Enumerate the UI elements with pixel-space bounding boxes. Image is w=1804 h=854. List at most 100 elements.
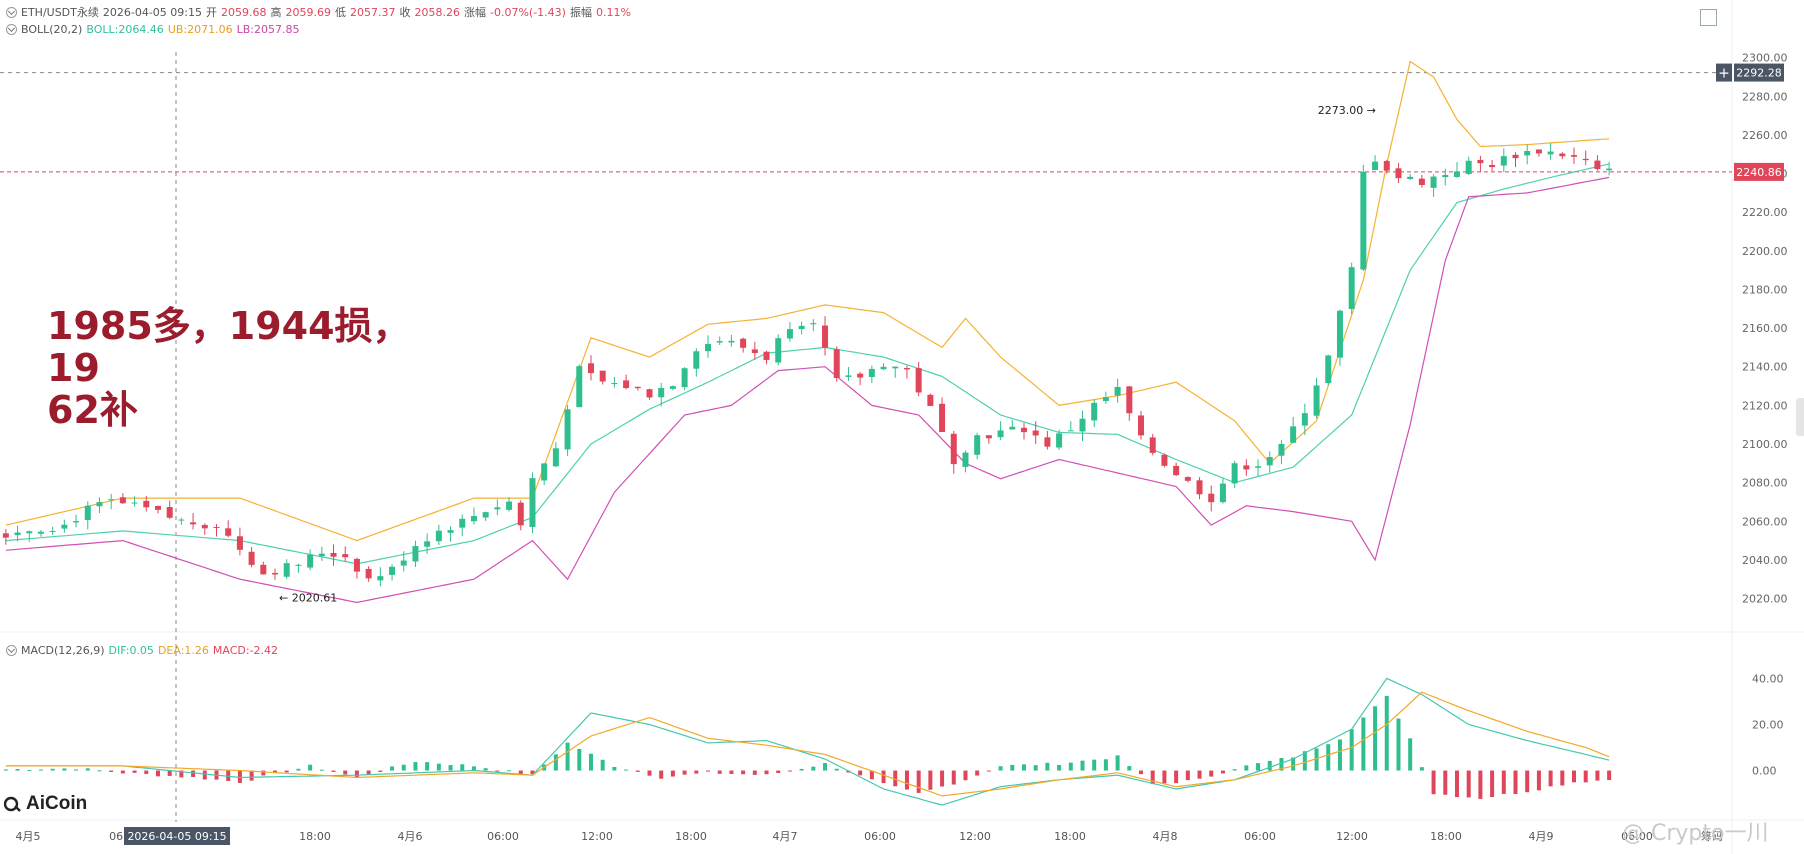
candle-body	[108, 499, 115, 501]
candle-body	[1465, 160, 1472, 174]
macd-bar	[179, 770, 184, 778]
candle-body	[1535, 149, 1542, 154]
toggle-boll-icon[interactable]	[6, 24, 17, 35]
last-price-tag	[1734, 162, 1784, 181]
candle-body	[1372, 161, 1379, 171]
legend-change: -0.07%(-1.43)	[490, 5, 566, 19]
candle-body	[1126, 386, 1133, 414]
expand-icon[interactable]	[1700, 9, 1717, 26]
candle-body	[611, 383, 618, 385]
macd-bar	[1197, 770, 1202, 779]
candle-body	[1079, 418, 1086, 432]
macd-bar	[1419, 767, 1424, 771]
candle-body	[693, 351, 700, 369]
candle-body	[84, 505, 91, 521]
candle-body	[2, 533, 9, 538]
candle-body	[1395, 168, 1402, 179]
macd-bar	[354, 770, 359, 777]
macd-bar	[1174, 770, 1179, 784]
candle-body	[822, 325, 829, 348]
candle-body	[1091, 402, 1098, 421]
macd-bar	[413, 762, 418, 771]
macd-bar	[1536, 770, 1541, 791]
candle-body	[482, 512, 489, 518]
macd-bar	[343, 770, 348, 775]
macd-bar	[1080, 760, 1085, 771]
candle-body	[1009, 426, 1016, 430]
candle-body	[892, 366, 899, 369]
macd-bar	[1349, 729, 1354, 771]
candle-body	[705, 343, 712, 352]
candle-body	[775, 338, 782, 363]
macd-bar	[553, 754, 558, 771]
macd-bar	[50, 768, 55, 771]
macd-bar	[27, 770, 32, 772]
y-tick-label: 2140.00	[1742, 361, 1788, 374]
macd-bar	[495, 770, 500, 772]
candle-body	[166, 507, 173, 518]
macd-bar	[834, 768, 839, 771]
macd-bar	[717, 770, 722, 774]
candle-body	[1336, 310, 1343, 358]
candle-body	[1547, 151, 1554, 155]
macd-bar	[1103, 759, 1108, 771]
crosshair-price-tag	[1734, 63, 1784, 82]
candle-body	[587, 363, 594, 374]
candle-body	[49, 530, 56, 532]
annotation-line-2: 62补	[47, 388, 138, 432]
macd-bar	[682, 770, 687, 775]
candle-body	[459, 518, 466, 528]
macd-bar	[951, 770, 956, 785]
candle-body	[1594, 160, 1601, 170]
candle-body	[552, 448, 559, 467]
candle-body	[353, 558, 360, 572]
trade-annotation: 1985多，1944损，19 62补	[47, 305, 447, 431]
macd-bar	[273, 770, 278, 773]
boll-ub-value: UB:2071.06	[167, 23, 233, 36]
macd-bar	[963, 770, 968, 781]
macd-bar	[261, 770, 266, 776]
x-tick-label: 筹码	[1701, 829, 1723, 843]
candle-body	[716, 341, 723, 343]
candle-body	[1606, 168, 1613, 171]
macd-bar	[1279, 758, 1284, 771]
candle-body	[37, 531, 44, 534]
side-panel-handle[interactable]	[1796, 398, 1804, 436]
macd-y-tick-label: 0.00	[1752, 765, 1777, 778]
macd-bar	[776, 770, 781, 773]
candle-body	[1020, 427, 1027, 433]
macd-bar	[811, 766, 816, 771]
candle-body	[1512, 154, 1519, 159]
toggle-eye-icon[interactable]	[6, 6, 17, 18]
candle-body	[833, 349, 840, 379]
candle-body	[1559, 153, 1566, 157]
candle-body	[1524, 150, 1531, 156]
candle-body	[669, 386, 676, 389]
candle-body	[260, 564, 267, 575]
macd-bar	[1501, 770, 1506, 794]
macd-bar	[1525, 770, 1530, 793]
y-tick-label: 2040.00	[1742, 554, 1788, 567]
candle-body	[634, 386, 641, 389]
candle-body	[740, 338, 747, 348]
candle-body	[1430, 176, 1437, 188]
macd-bar	[647, 770, 652, 776]
macd-bar	[202, 770, 207, 780]
macd-bar	[986, 770, 991, 772]
macd-bar	[109, 770, 114, 772]
candle-body	[73, 521, 80, 523]
candle-body	[14, 532, 21, 536]
macd-bar	[1560, 770, 1565, 786]
macd-legend: MACD(12,26,9) DIF:0.05 DEA:1.26 MACD:-2.…	[6, 644, 282, 657]
macd-bar	[1607, 770, 1612, 780]
candle-body	[318, 553, 325, 557]
candle-body	[119, 497, 126, 504]
macd-bar	[624, 769, 629, 771]
watermark: @ Crypto一川	[1622, 821, 1769, 846]
candle-body	[1442, 174, 1449, 178]
candle-body	[1138, 415, 1145, 436]
macd-bar	[588, 753, 593, 771]
candle-body	[506, 501, 513, 510]
toggle-macd-icon[interactable]	[6, 645, 17, 656]
